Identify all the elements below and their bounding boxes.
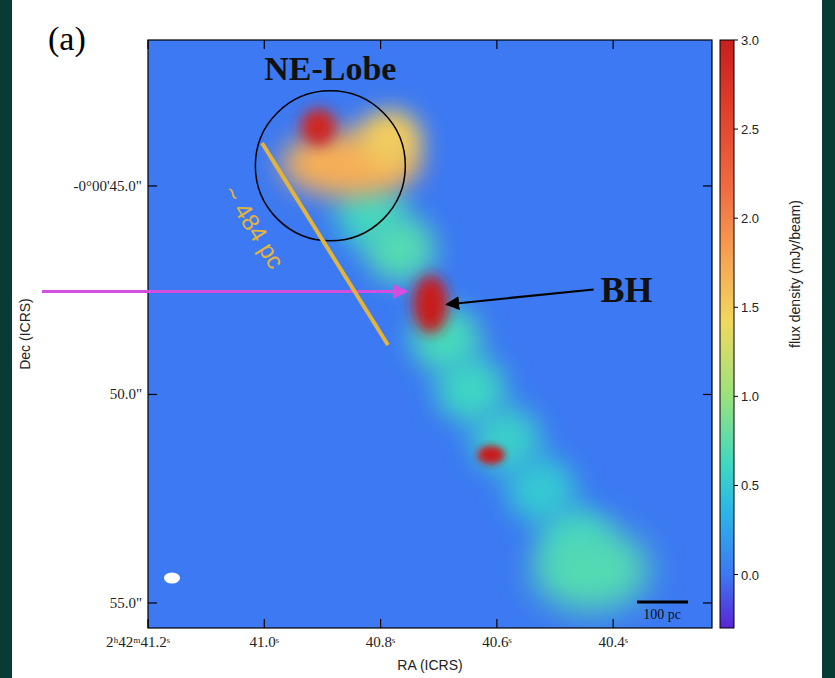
panel-ground bbox=[12, 0, 822, 678]
x-tick-label: 40.4ˢ bbox=[598, 634, 627, 650]
y-tick bbox=[148, 185, 157, 186]
figure: 2ʰ42ᵐ41.2ˢ 41.0ˢ 40.8ˢ 40.6ˢ 40.4ˢ -0°00'45.0… bbox=[0, 0, 835, 678]
x-tick bbox=[613, 40, 614, 49]
x-axis-title: RA (ICRS) bbox=[397, 657, 462, 673]
y-tick-label: 55.0" bbox=[110, 595, 142, 611]
colorbar-tick bbox=[734, 574, 738, 575]
x-tick-label: 40.8ˢ bbox=[366, 634, 395, 650]
background bbox=[148, 40, 712, 628]
scale-bar bbox=[637, 601, 688, 604]
bh-arrow bbox=[447, 289, 594, 304]
y-tick bbox=[703, 602, 712, 603]
x-tick-label: 40.6ˢ bbox=[482, 634, 511, 650]
source bbox=[359, 110, 421, 168]
colorbar-tick-label: 2.5 bbox=[741, 122, 759, 137]
page-ground bbox=[0, 0, 835, 678]
colorbar-tick-label: 0.5 bbox=[741, 478, 759, 493]
colorbar-tick-label: 1.0 bbox=[741, 389, 759, 404]
colorbar-tick bbox=[734, 396, 738, 397]
source bbox=[301, 108, 336, 146]
colorbar-tick bbox=[734, 485, 738, 486]
y-tick bbox=[703, 394, 712, 395]
y-tick bbox=[148, 394, 157, 395]
plot-frame bbox=[148, 40, 712, 628]
y-tick bbox=[148, 602, 157, 603]
source bbox=[533, 528, 649, 611]
x-tick bbox=[613, 619, 614, 628]
panel-label: (a) bbox=[48, 20, 86, 58]
image-area bbox=[148, 40, 712, 628]
colorbar-tick bbox=[734, 307, 738, 308]
beam bbox=[164, 573, 180, 584]
colorbar-title: flux density (mJy/beam) bbox=[787, 200, 803, 348]
bh-label: BH bbox=[601, 270, 653, 310]
colorbar-tick bbox=[734, 129, 738, 130]
colorbar-tick bbox=[734, 218, 738, 219]
y-axis-title: Dec (ICRS) bbox=[17, 298, 33, 370]
lobe-label: NE-Lobe bbox=[264, 50, 396, 87]
colorbar-tick-label: 3.0 bbox=[741, 33, 759, 48]
source bbox=[477, 446, 504, 465]
x-tick bbox=[496, 619, 497, 628]
x-tick bbox=[496, 40, 497, 49]
colorbar-tick bbox=[734, 40, 738, 41]
source bbox=[413, 275, 448, 333]
y-tick bbox=[703, 185, 712, 186]
x-tick bbox=[264, 40, 265, 49]
y-tick-label: -0°00'45.0" bbox=[73, 178, 142, 194]
y-tick-label: 50.0" bbox=[110, 386, 142, 402]
scale-bar-label: 100 pc bbox=[643, 607, 681, 622]
x-tick-label: 2ʰ42ᵐ41.2ˢ bbox=[106, 634, 170, 650]
x-tick bbox=[147, 40, 148, 49]
colorbar bbox=[720, 40, 734, 628]
distance-label: ~ 484 pc bbox=[218, 180, 290, 273]
x-tick bbox=[380, 619, 381, 628]
colorbar-tick-label: 1.5 bbox=[741, 300, 759, 315]
x-tick bbox=[264, 619, 265, 628]
x-tick bbox=[147, 619, 148, 628]
x-tick bbox=[380, 40, 381, 49]
colorbar-tick-label: 2.0 bbox=[741, 211, 759, 226]
x-tick-label: 41.0ˢ bbox=[250, 634, 279, 650]
colorbar-tick-label: 0.0 bbox=[741, 568, 759, 583]
